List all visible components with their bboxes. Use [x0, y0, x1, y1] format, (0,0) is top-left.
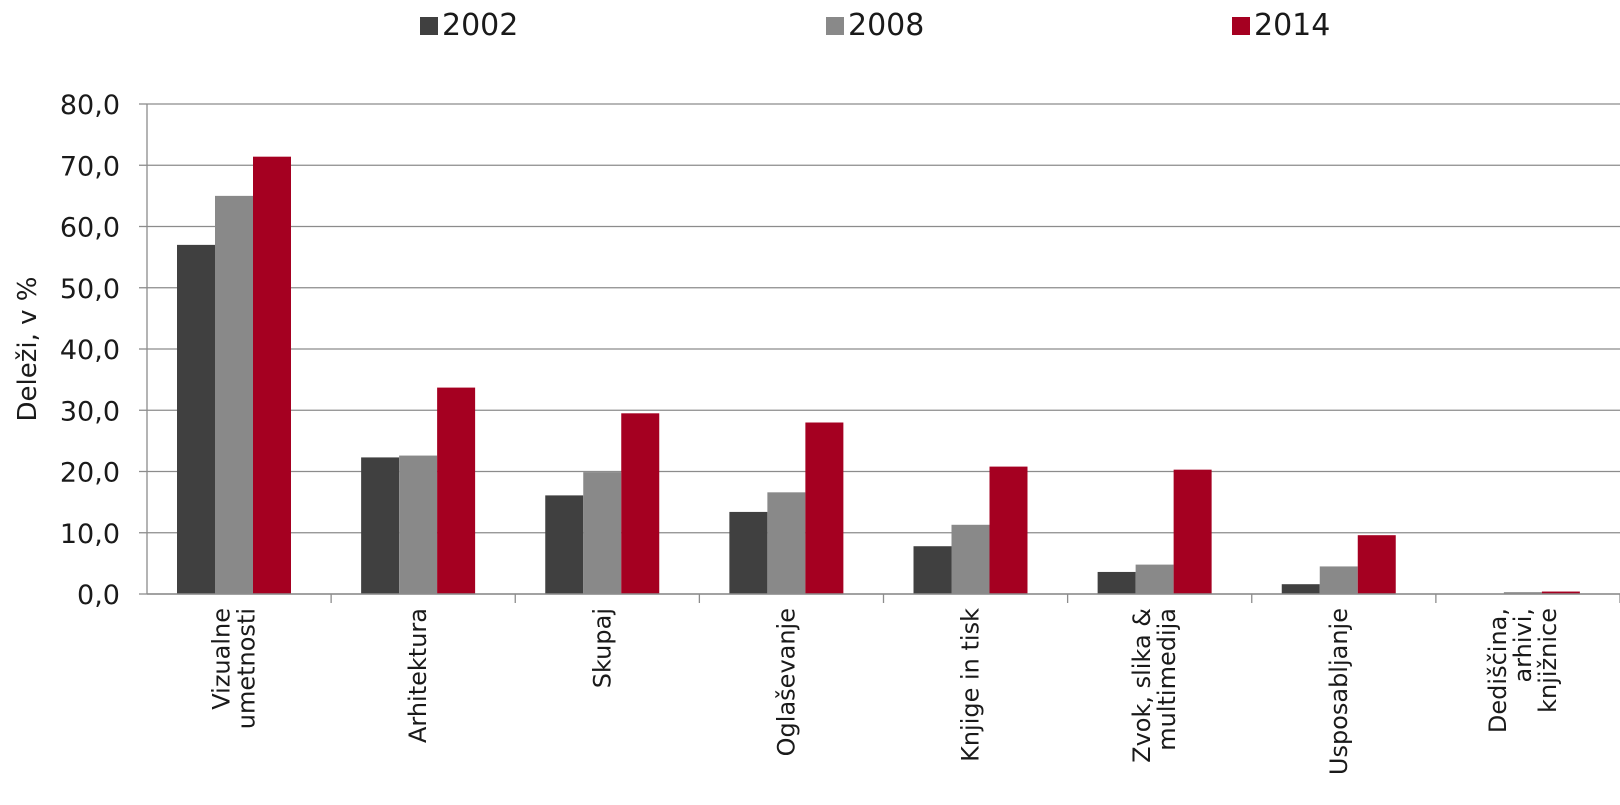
x-tick-label-line: Dediščina,	[1484, 608, 1512, 733]
legend-label-2014: 2014	[1254, 8, 1331, 43]
x-tick-label-line: Knjige in tisk	[957, 608, 985, 762]
x-tick-label: Arhitektura	[404, 608, 432, 743]
y-tick-label: 70,0	[60, 151, 120, 182]
x-tick-label: Oglaševanje	[772, 608, 800, 756]
bar-2014-6	[1357, 535, 1396, 594]
x-tick-label-line: arhivi,	[1509, 608, 1537, 683]
bar-2002-0	[177, 244, 215, 594]
bar-2014-7	[1541, 591, 1580, 594]
bar-2008-0	[215, 195, 253, 594]
bar-2008-1	[399, 455, 438, 594]
y-tick-label: 10,0	[60, 519, 120, 550]
legend-label-2008: 2008	[848, 8, 925, 43]
bar-2014-3	[805, 422, 844, 594]
x-tick-label: Usposabljanje	[1325, 608, 1353, 775]
bar-2008-2	[583, 472, 622, 594]
x-tick-label: Dediščina,arhivi,knjižnice	[1484, 608, 1562, 733]
bar-2002-2	[545, 495, 584, 594]
y-tick-label: 80,0	[60, 90, 120, 121]
bar-2008-5	[1135, 564, 1174, 594]
bar-2014-1	[437, 387, 476, 594]
bar-2014-0	[253, 156, 291, 595]
legend-item-2002: 2002	[420, 8, 518, 43]
bar-2008-4	[951, 524, 990, 594]
x-tick-label-line: Oglaševanje	[772, 608, 800, 756]
x-tick-label-line: Vizualne	[208, 608, 236, 710]
bar-2002-6	[1281, 584, 1320, 594]
legend-swatch-2008	[826, 16, 844, 35]
x-tick-label-line: Zvok, slika &	[1128, 608, 1156, 763]
bar-2002-3	[729, 511, 768, 594]
bar-2002-5	[1097, 571, 1136, 594]
y-tick-label: 40,0	[60, 335, 120, 366]
bar-2002-1	[361, 457, 400, 594]
y-tick-label: 30,0	[60, 396, 120, 427]
bar-2008-6	[1319, 566, 1358, 594]
legend-swatch-2002	[420, 16, 438, 35]
x-tick-label: Knjige in tisk	[957, 608, 985, 762]
y-tick-label: 60,0	[60, 213, 120, 244]
x-tick-label: Skupaj	[588, 608, 616, 688]
y-axis-title: Deleži, v %	[13, 277, 43, 422]
x-tick-label: Vizualneumetnosti	[208, 608, 261, 729]
x-tick-label-line: Skupaj	[588, 608, 616, 688]
bar-2008-3	[767, 492, 806, 594]
legend-item-2014: 2014	[1232, 8, 1330, 43]
x-tick-label: Zvok, slika &multimedija	[1128, 608, 1181, 763]
y-tick-label: 20,0	[60, 458, 120, 489]
legend-swatch-2014	[1232, 16, 1250, 35]
x-tick-label-line: multimedija	[1153, 608, 1181, 751]
bar-2014-4	[989, 466, 1028, 594]
x-tick-label-line: Usposabljanje	[1325, 608, 1353, 775]
bar-2014-5	[1173, 469, 1212, 594]
x-tick-label-line: knjižnice	[1534, 608, 1562, 713]
legend-label-2002: 2002	[442, 8, 519, 43]
bar-2002-4	[913, 546, 952, 594]
bar-2008-7	[1503, 592, 1542, 594]
y-tick-label: 0,0	[77, 580, 120, 611]
bar-2014-2	[621, 413, 660, 594]
y-tick-label: 50,0	[60, 274, 120, 305]
x-tick-label-line: Arhitektura	[404, 608, 432, 743]
legend-item-2008: 2008	[826, 8, 924, 43]
x-tick-label-line: umetnosti	[233, 608, 261, 729]
legend: 2002 2008 2014	[0, 8, 1620, 48]
